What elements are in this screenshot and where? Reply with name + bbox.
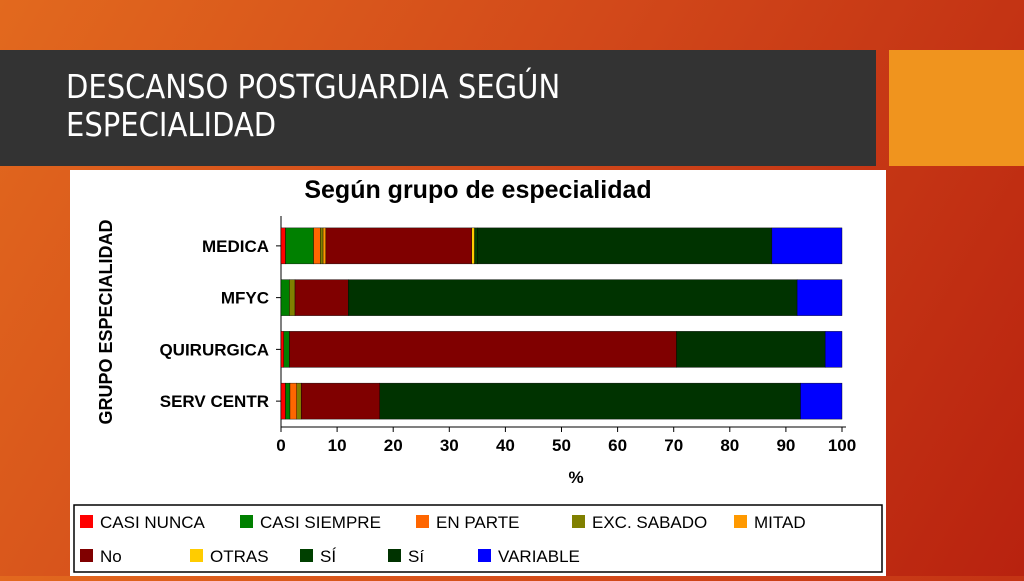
bar-segment (474, 227, 478, 265)
bar-segment (280, 382, 286, 420)
bar-segment (800, 382, 843, 420)
legend-label: OTRAS (210, 547, 269, 566)
bar-segment (320, 227, 324, 265)
category-label: QUIRURGICA (159, 340, 269, 359)
bar-segment (296, 382, 302, 420)
legend-swatch (80, 515, 93, 528)
x-tick-label: 50 (552, 436, 571, 455)
plot-area: 0 10 20 30 40 50 60 70 80 90 100 MEDICA MFYC QUIRURGI… (159, 216, 856, 455)
legend: CASI NUNCA CASI SIEMPRE EN PARTE EXC. SABAD… (73, 504, 883, 573)
x-tick-label: 20 (384, 436, 403, 455)
legend-label: VARIABLE (498, 547, 580, 566)
bar-segment (379, 382, 801, 420)
legend-label: CASI NUNCA (100, 513, 206, 532)
x-tick-label: 80 (720, 436, 739, 455)
bar-segment (313, 227, 321, 265)
x-tick-label: 100 (828, 436, 856, 455)
bar-segment (289, 331, 677, 368)
chart-title: Según grupo de especialidad (304, 176, 651, 204)
stacked-bar-chart: Según grupo de especialidad GRUPO ESPECI… (73, 176, 883, 573)
x-tick-label: 10 (328, 436, 347, 455)
bar-segment (280, 331, 285, 368)
slide-title: DESCANSO POSTGUARDIA SEGÚN ESPECIALIDAD (66, 67, 561, 144)
x-tick-label: 60 (608, 436, 627, 455)
bar-segment (471, 227, 475, 265)
legend-swatch (734, 515, 747, 528)
legend-label: MITAD (754, 513, 806, 532)
x-tick-label: 30 (440, 436, 459, 455)
legend-label: SÍ (320, 547, 336, 566)
bar-segment (322, 227, 327, 265)
bar-segment (477, 227, 773, 265)
x-tick-label: 90 (776, 436, 795, 455)
legend-label: EN PARTE (436, 513, 519, 532)
x-tick-label: 70 (664, 436, 683, 455)
legend-swatch (416, 515, 429, 528)
legend-swatch (190, 549, 203, 562)
bar-segment (771, 227, 843, 265)
x-tick-label: 0 (276, 436, 285, 455)
bar-segment (285, 227, 314, 265)
bar-segment (294, 279, 349, 316)
bar-segment (283, 331, 290, 368)
x-tick-label: 40 (496, 436, 515, 455)
bar-segment (289, 279, 296, 316)
legend-label: CASI SIEMPRE (260, 513, 381, 532)
bar-segment (676, 331, 826, 368)
y-axis-label: GRUPO ESPECIALIDAD (96, 219, 116, 424)
legend-swatch (572, 515, 585, 528)
legend-label: No (100, 547, 122, 566)
bar-segment (285, 382, 291, 420)
category-label: MFYC (221, 289, 269, 308)
legend-swatch (388, 549, 401, 562)
x-axis-label: % (568, 468, 583, 487)
bar-segment (348, 279, 798, 316)
bar-segment (280, 227, 286, 265)
bar-segment (300, 382, 380, 420)
bar-segment (325, 227, 472, 265)
legend-label: Sí (408, 547, 424, 566)
bar-segment (280, 279, 290, 316)
category-label: SERV CENTR (160, 392, 269, 411)
legend-swatch (80, 549, 93, 562)
legend-swatch (300, 549, 313, 562)
title-bar (0, 50, 876, 166)
accent-square (889, 50, 1024, 166)
legend-swatch (240, 515, 253, 528)
legend-swatch (478, 549, 491, 562)
bar-segment (824, 331, 843, 368)
category-label: MEDICA (202, 237, 269, 256)
bar-segment (796, 279, 843, 316)
legend-label: EXC. SABADO (592, 513, 707, 532)
chart-panel: Según grupo de especialidad GRUPO ESPECI… (70, 170, 886, 576)
bar-segment (289, 382, 297, 420)
